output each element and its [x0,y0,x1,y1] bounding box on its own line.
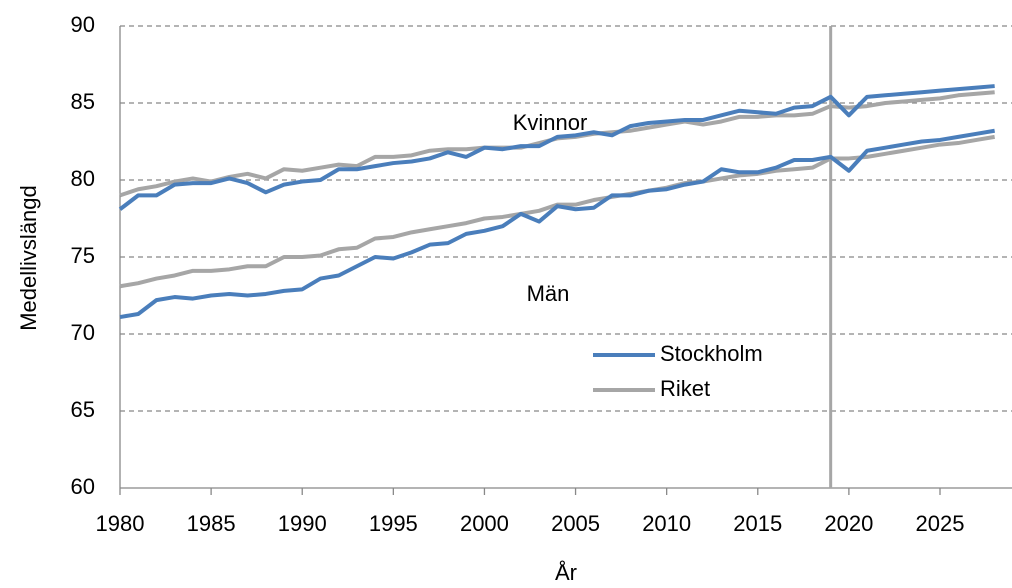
y-tick-label: 90 [71,12,95,37]
x-tick-label: 1995 [369,511,418,536]
x-tick-label: 2015 [733,511,782,536]
y-tick-label: 85 [71,89,95,114]
annotation: Män [527,281,570,306]
legend-label: Stockholm [660,341,763,366]
x-tick-label: 2020 [824,511,873,536]
series-line [119,134,996,289]
x-tick-label: 2005 [551,511,600,536]
x-tick-label: 1990 [278,511,327,536]
series-line [118,84,995,211]
x-tick-label: 1980 [96,511,145,536]
y-axis-label: Medellivslängd [16,185,41,331]
series-line [119,128,996,320]
y-tick-label: 75 [71,243,95,268]
x-tick-label: 2000 [460,511,509,536]
legend-label: Riket [660,376,710,401]
y-tick-label: 65 [71,397,95,422]
series-line [119,90,995,198]
annotation: Kvinnor [513,110,588,135]
x-tick-label: 1985 [187,511,236,536]
x-tick-label: 2010 [642,511,691,536]
y-tick-label: 70 [71,320,95,345]
y-tick-label: 80 [71,166,95,191]
y-tick-label: 60 [71,474,95,499]
x-tick-label: 2025 [916,511,965,536]
x-axis-label: År [555,560,577,585]
